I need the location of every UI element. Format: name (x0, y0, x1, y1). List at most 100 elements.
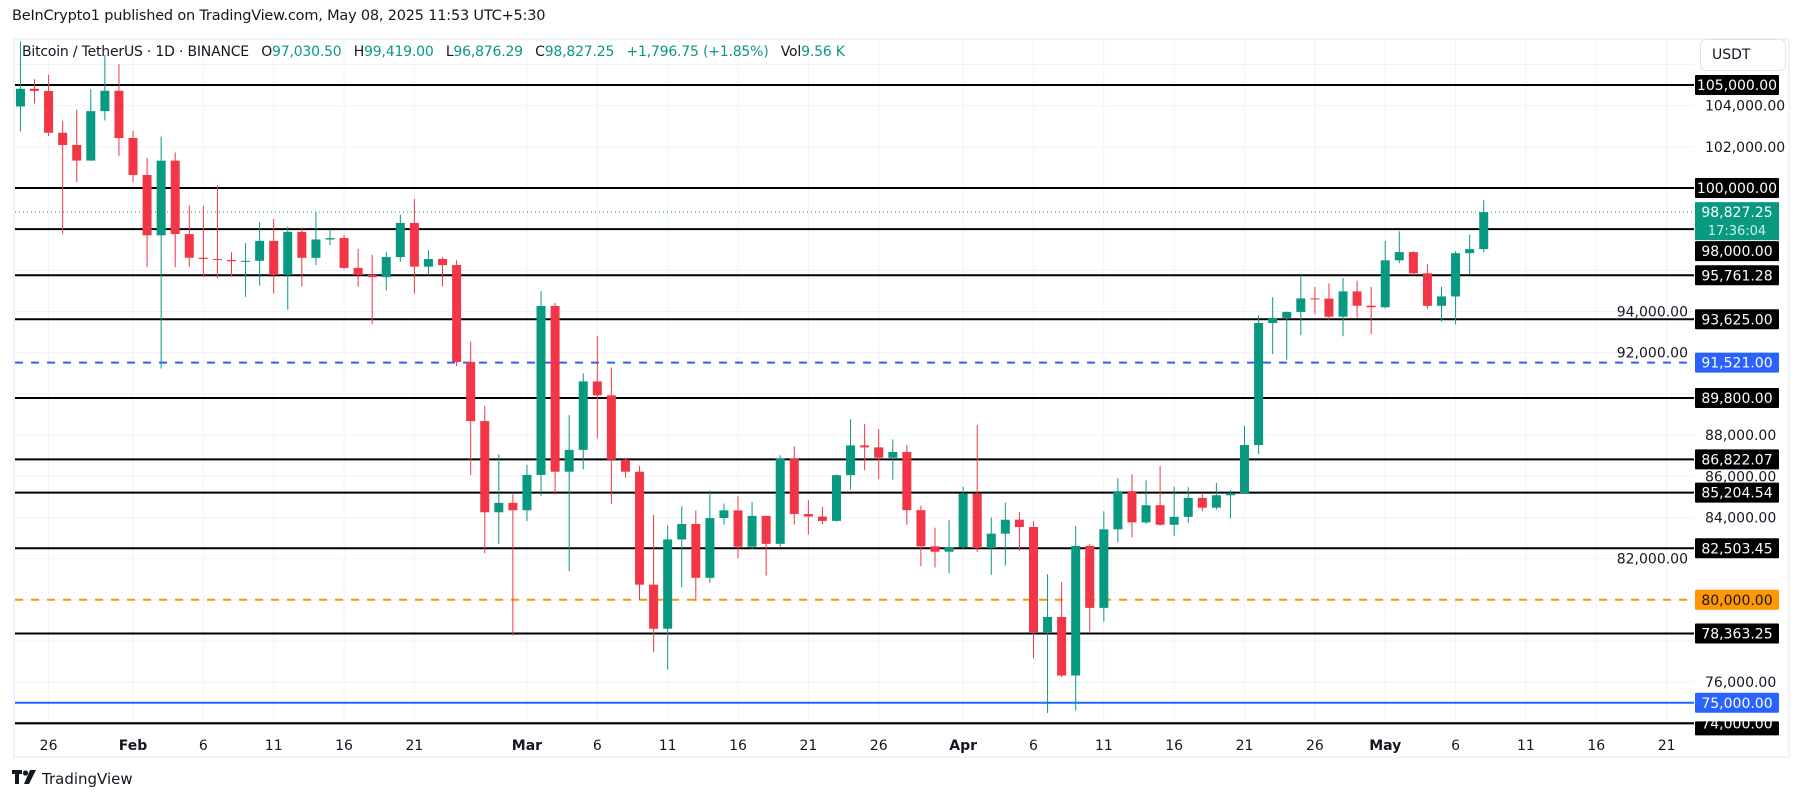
y-tick-label: 94,000.00 (1617, 305, 1688, 321)
level-label: 98,000.00 (1701, 244, 1772, 260)
candle-body (269, 240, 279, 275)
candle (184, 205, 194, 268)
candle-body (1310, 298, 1320, 300)
candle-body (1465, 249, 1475, 254)
x-tick-label: 16 (729, 738, 747, 754)
tradingview-brand[interactable]: TradingView (12, 770, 133, 788)
candle (1113, 478, 1123, 543)
candle-body (367, 274, 377, 278)
candle (339, 234, 349, 270)
candle (241, 243, 251, 297)
candle (58, 120, 68, 234)
candle (888, 439, 898, 480)
candle (269, 218, 279, 294)
candle (649, 514, 659, 653)
currency-button[interactable]: USDT (1700, 39, 1786, 71)
high-label: H (353, 44, 365, 60)
high-value: 99,419.00 (364, 44, 434, 60)
x-tick-label: 11 (265, 738, 283, 754)
level-label: 105,000.00 (1697, 78, 1777, 94)
candle (395, 214, 405, 262)
candle-body (1366, 305, 1376, 308)
symbol-legend: Bitcoin / TetherUS · 1D · BINANCE O97,03… (22, 44, 845, 60)
candle (860, 423, 870, 471)
y-tick-label: 84,000.00 (1705, 510, 1776, 526)
candle (1240, 425, 1250, 494)
candle-body (916, 510, 926, 547)
candle (255, 222, 265, 286)
open-label: O (261, 44, 273, 60)
candle (1211, 482, 1221, 510)
level-label: 86,822.07 (1701, 452, 1772, 468)
candle (1394, 231, 1404, 264)
x-tick-label: 16 (1587, 738, 1605, 754)
x-tick-label: 26 (1306, 738, 1324, 754)
candle-body (325, 238, 335, 240)
candle (972, 424, 982, 553)
x-tick-label: 16 (335, 738, 353, 754)
candle-body (649, 584, 659, 629)
y-tick-label: 102,000.00 (1705, 140, 1785, 156)
time-axis[interactable]: 26 Feb 6 11 16 21 Mar 6 11 16 21 26 Apr 6 11 16 21 26 May 6… (15, 722, 1694, 754)
open-value: 97,030.50 (272, 44, 342, 60)
candle (1380, 240, 1390, 309)
candle-body (888, 452, 898, 458)
candle (775, 455, 785, 547)
candle (1043, 574, 1053, 713)
candle (15, 41, 25, 132)
candle-body (747, 515, 757, 547)
candle (1422, 264, 1432, 309)
candle-body (1071, 545, 1081, 676)
candle-body (297, 231, 307, 258)
candle (803, 499, 813, 535)
candle (409, 198, 419, 294)
candle-body (1268, 317, 1278, 324)
candle-body (156, 160, 166, 236)
candle (1254, 315, 1264, 454)
y-tick-label: 86,000.00 (1705, 469, 1776, 485)
candles (15, 41, 1489, 713)
candle-body (58, 132, 68, 146)
candle (1000, 502, 1010, 566)
candle-body (1113, 491, 1123, 530)
candle-body (606, 395, 616, 460)
candle-body (1451, 253, 1461, 297)
x-tick-label: Mar (512, 738, 542, 754)
candle-body (494, 502, 504, 513)
candle (747, 501, 757, 550)
candle-body (198, 257, 208, 259)
candle-body (15, 88, 25, 107)
candle-body (480, 421, 490, 513)
symbol-name[interactable]: Bitcoin / TetherUS · 1D · BINANCE (22, 44, 249, 60)
x-tick-label: 21 (1236, 738, 1254, 754)
level-label: 100,000.00 (1697, 181, 1777, 197)
grid (15, 40, 1694, 724)
candle (325, 229, 335, 246)
x-tick-label: 26 (870, 738, 888, 754)
candle-body (832, 475, 841, 521)
candle (1352, 280, 1362, 318)
candle-body (1479, 212, 1489, 250)
candle (480, 405, 490, 554)
level-label-box (1695, 352, 1779, 373)
candle (733, 495, 743, 559)
candle (1310, 286, 1320, 315)
candle (128, 130, 138, 183)
candle-body (1324, 298, 1334, 317)
candle (1197, 494, 1207, 512)
candle-body (72, 145, 82, 161)
candle-body (1141, 505, 1151, 523)
candle (212, 185, 222, 279)
level-label: 95,761.28 (1701, 268, 1772, 284)
x-tick-label: Feb (119, 738, 148, 754)
candle-body (1197, 497, 1207, 508)
candle (72, 109, 82, 183)
candle (114, 64, 124, 156)
last-price-box (1695, 202, 1779, 241)
candle-body (1437, 296, 1447, 306)
candle (100, 55, 110, 121)
price-axis[interactable]: 104,000.00 102,000.00 94,000.00 92,000.00 88… (1617, 75, 1785, 736)
candle (452, 260, 462, 367)
candle (1014, 511, 1024, 551)
